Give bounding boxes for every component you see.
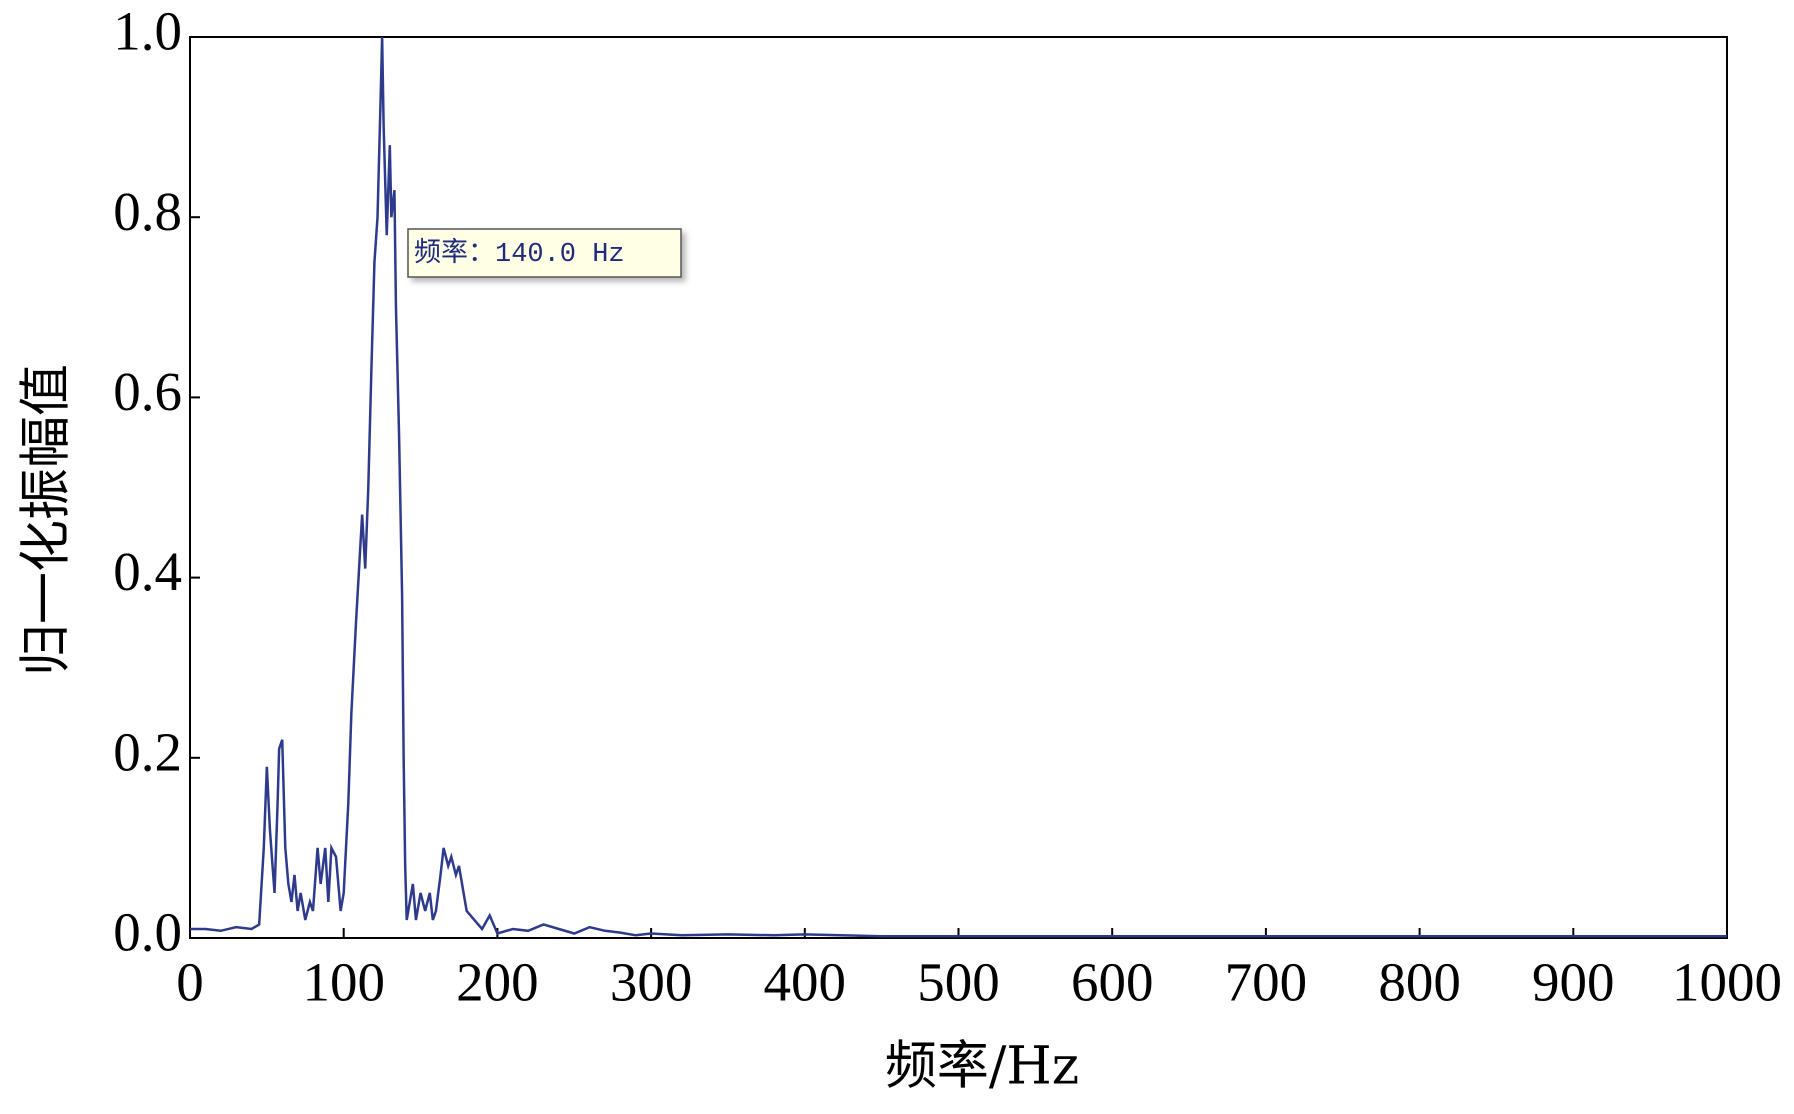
x-axis-label: 频率/Hz — [885, 1037, 1079, 1097]
annotation-box — [407, 228, 682, 278]
x-tick-label: 400 — [764, 952, 847, 1013]
x-tick-label: 600 — [1071, 952, 1154, 1013]
y-tick-label: 0.6 — [113, 361, 182, 422]
x-tick-label: 200 — [456, 952, 539, 1013]
y-tick-label: 0.4 — [113, 541, 182, 602]
annotation: 频率：140.0 Hz — [414, 237, 625, 270]
y-tick-label: 0.2 — [113, 721, 182, 782]
x-tick-label: 0 — [176, 952, 204, 1013]
spectrum-line — [190, 36, 1727, 938]
x-tick-label: 1000 — [1672, 952, 1782, 1013]
x-tick-label: 700 — [1225, 952, 1308, 1013]
x-tick-label: 300 — [610, 952, 693, 1013]
x-tick-label: 800 — [1378, 952, 1461, 1013]
x-tick-label: 900 — [1532, 952, 1615, 1013]
y-tick-label: 0.0 — [113, 902, 182, 963]
y-tick-label: 1.0 — [113, 1, 182, 62]
y-axis-label: 归一化振幅值 — [17, 364, 77, 676]
x-tick-label: 500 — [917, 952, 1000, 1013]
plot-frame — [189, 36, 1728, 939]
y-tick-label: 0.8 — [113, 181, 182, 242]
x-tick-label: 100 — [302, 952, 385, 1013]
